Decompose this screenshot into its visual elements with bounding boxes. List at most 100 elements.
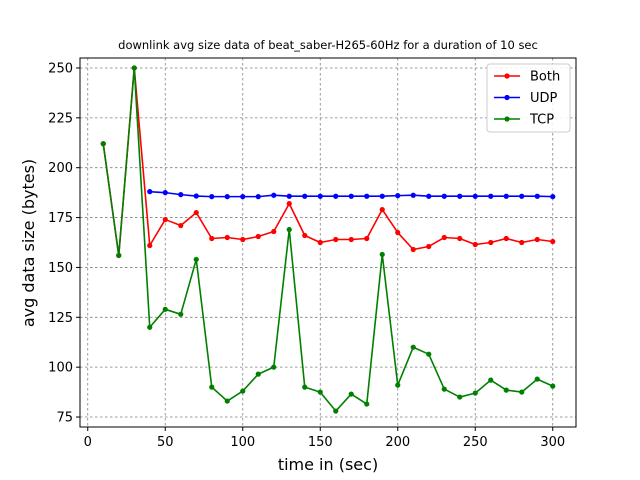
data-point-tcp bbox=[457, 394, 463, 400]
series-line-tcp bbox=[102, 67, 554, 412]
data-point-tcp bbox=[302, 384, 308, 390]
plot-area: 0 50 100 150 200 250 300 75 100 125 150 175 200 225 25… bbox=[48, 57, 577, 450]
grid-lines bbox=[80, 58, 576, 427]
series-line-both bbox=[102, 67, 553, 257]
y-axis-title: avg data size (bytes) bbox=[19, 159, 38, 327]
data-point-both bbox=[317, 239, 323, 246]
series-udp bbox=[147, 189, 556, 200]
data-point-udp bbox=[286, 193, 292, 199]
data-point-both bbox=[209, 235, 215, 242]
data-point-udp bbox=[193, 193, 199, 199]
x-tick-label: 200 bbox=[385, 435, 410, 450]
data-point-both bbox=[457, 235, 463, 242]
data-point-both bbox=[333, 236, 339, 243]
data-point-tcp bbox=[178, 311, 184, 317]
data-point-tcp bbox=[209, 384, 215, 390]
x-axis-ticks: 0 50 100 150 200 250 300 bbox=[84, 427, 565, 450]
data-point-tcp bbox=[441, 386, 447, 392]
data-point-both bbox=[488, 239, 494, 246]
axes-frame bbox=[79, 57, 577, 428]
data-point-tcp bbox=[348, 391, 354, 397]
data-point-udp bbox=[441, 193, 447, 199]
data-point-tcp bbox=[131, 65, 137, 71]
data-point-tcp bbox=[147, 324, 153, 330]
data-point-both bbox=[147, 242, 153, 249]
data-point-udp bbox=[488, 193, 494, 199]
legend-entry-tcp: TCP bbox=[494, 113, 554, 128]
data-point-udp bbox=[426, 193, 432, 199]
data-point-both bbox=[302, 232, 308, 239]
data-point-udp bbox=[395, 193, 401, 199]
data-point-tcp bbox=[379, 251, 385, 258]
data-point-tcp bbox=[286, 226, 292, 233]
data-point-udp bbox=[147, 189, 153, 195]
data-point-udp bbox=[240, 194, 246, 200]
x-axis-title: time in (sec) bbox=[278, 455, 378, 474]
data-point-tcp bbox=[240, 388, 246, 394]
x-tick-label: 300 bbox=[540, 435, 565, 450]
data-point-tcp bbox=[162, 306, 168, 312]
data-point-tcp bbox=[317, 389, 323, 395]
data-point-both bbox=[255, 233, 261, 240]
data-point-udp bbox=[209, 194, 215, 200]
data-point-both bbox=[503, 235, 509, 242]
y-tick-label: 150 bbox=[48, 261, 73, 276]
data-point-udp bbox=[364, 193, 370, 199]
data-point-both bbox=[534, 236, 540, 243]
data-point-tcp bbox=[503, 387, 509, 393]
y-tick-label: 100 bbox=[48, 361, 73, 376]
data-point-tcp bbox=[426, 351, 432, 357]
data-point-udp bbox=[348, 193, 354, 199]
data-point-both bbox=[178, 222, 184, 229]
data-point-both bbox=[348, 236, 354, 243]
data-point-both bbox=[441, 234, 447, 241]
data-point-tcp bbox=[255, 371, 261, 377]
y-tick-label: 175 bbox=[48, 211, 73, 226]
data-point-tcp bbox=[224, 398, 230, 404]
data-point-tcp bbox=[488, 377, 494, 383]
data-point-udp bbox=[333, 193, 339, 199]
data-point-both bbox=[410, 246, 416, 253]
data-point-tcp bbox=[333, 408, 339, 414]
data-point-both bbox=[286, 201, 292, 207]
y-tick-label: 75 bbox=[56, 411, 73, 426]
data-point-udp bbox=[178, 192, 184, 198]
data-point-both bbox=[426, 243, 432, 250]
data-point-both bbox=[472, 241, 478, 248]
data-point-tcp bbox=[410, 344, 416, 350]
y-tick-label: 125 bbox=[48, 311, 73, 326]
data-point-both bbox=[550, 238, 556, 245]
data-point-udp bbox=[255, 194, 261, 200]
x-tick-label: 100 bbox=[230, 435, 255, 450]
series-tcp bbox=[100, 65, 556, 414]
x-tick-label: 150 bbox=[308, 435, 333, 450]
y-tick-label: 250 bbox=[48, 61, 73, 76]
data-point-tcp bbox=[534, 376, 540, 382]
legend-marker-udp bbox=[504, 94, 510, 101]
legend-entry-both: Both bbox=[494, 70, 560, 85]
data-point-udp bbox=[457, 193, 463, 199]
data-point-both bbox=[162, 216, 168, 223]
data-point-both bbox=[224, 234, 230, 241]
x-tick-label: 250 bbox=[463, 435, 488, 450]
data-point-tcp bbox=[364, 401, 370, 407]
legend-label-tcp: TCP bbox=[529, 113, 554, 128]
data-point-udp bbox=[271, 192, 277, 198]
data-point-tcp bbox=[100, 141, 106, 147]
legend-entry-udp: UDP bbox=[494, 91, 558, 106]
legend-label-both: Both bbox=[530, 70, 560, 85]
data-point-udp bbox=[534, 193, 540, 199]
legend-box bbox=[486, 63, 571, 133]
data-point-udp bbox=[379, 193, 385, 199]
data-point-tcp bbox=[472, 390, 478, 396]
data-point-udp bbox=[410, 192, 416, 198]
data-point-tcp bbox=[116, 252, 122, 259]
x-tick-label: 0 bbox=[84, 435, 92, 450]
data-point-tcp bbox=[271, 364, 277, 370]
legend-marker-tcp bbox=[504, 116, 510, 122]
data-point-udp bbox=[503, 193, 509, 199]
data-point-udp bbox=[519, 193, 525, 199]
x-tick-label: 50 bbox=[157, 435, 174, 450]
legend-label-udp: UDP bbox=[530, 91, 558, 106]
